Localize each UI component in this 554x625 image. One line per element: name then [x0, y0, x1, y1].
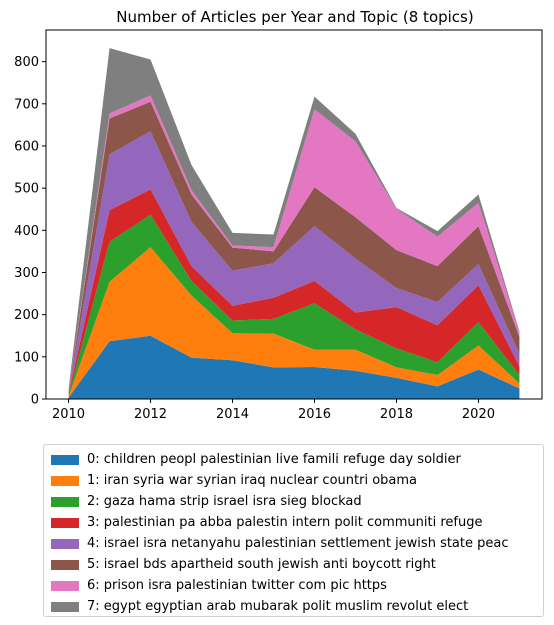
- legend-swatch: [51, 538, 79, 549]
- legend-label: 3: palestinian pa abba palestin intern p…: [87, 515, 483, 530]
- y-tick-label: 100: [14, 350, 39, 365]
- chart-area: Number of Articles per Year and Topic (8…: [14, 8, 543, 422]
- series-areas: [68, 48, 520, 399]
- axes: 2010 2012 2014 2016 2018 2020 0 100 200 300 400 500…: [14, 29, 543, 422]
- area-series-7: [68, 48, 520, 391]
- x-tick-label: 2018: [380, 407, 413, 422]
- legend-label: 0: children peopl palestinian live famil…: [87, 452, 461, 467]
- legend-item-7: 7: egypt egyptian arab mubarak polit mus…: [51, 596, 543, 617]
- legend-item-5: 5: israel bds apartheid south jewish ant…: [51, 554, 543, 575]
- legend-swatch: [51, 517, 79, 528]
- legend-item-0: 0: children peopl palestinian live famil…: [51, 449, 543, 470]
- x-tick-label: 2016: [298, 407, 331, 422]
- chart-title: Number of Articles per Year and Topic (8…: [116, 8, 473, 26]
- area-series-6: [68, 95, 520, 392]
- y-tick-label: 600: [14, 139, 39, 154]
- y-tick-label: 0: [31, 393, 39, 408]
- legend-swatch: [51, 454, 79, 465]
- x-tick-label: 2020: [462, 407, 495, 422]
- y-tick-label: 200: [14, 308, 39, 323]
- legend-swatch: [51, 559, 79, 570]
- x-tick-label: 2014: [216, 407, 249, 422]
- legend-swatch: [51, 475, 79, 486]
- area-series-4: [68, 131, 520, 394]
- y-tick-label: 700: [14, 97, 39, 112]
- plot-frame: [45, 29, 543, 400]
- legend-item-3: 3: palestinian pa abba palestin intern p…: [51, 512, 543, 533]
- y-tick-label: 500: [14, 182, 39, 197]
- legend-item-4: 4: israel isra netanyahu palestinian set…: [51, 533, 543, 554]
- legend-label: 1: iran syria war syrian iraq nuclear co…: [87, 473, 417, 488]
- y-tick-label: 300: [14, 266, 39, 281]
- legend-swatch: [51, 496, 79, 507]
- legend-swatch: [51, 601, 79, 612]
- legend-item-2: 2: gaza hama strip israel isra sieg bloc…: [51, 491, 543, 512]
- x-tick-label: 2010: [52, 407, 85, 422]
- legend-item-6: 6: prison isra palestinian twitter com p…: [51, 575, 543, 596]
- legend-swatch: [51, 580, 79, 591]
- legend-label: 7: egypt egyptian arab mubarak polit mus…: [87, 599, 469, 614]
- y-tick-label: 800: [14, 55, 39, 70]
- area-series-5: [68, 101, 520, 393]
- area-series-1: [68, 247, 520, 398]
- y-tick-label: 400: [14, 224, 39, 239]
- legend-label: 2: gaza hama strip israel isra sieg bloc…: [87, 494, 362, 509]
- legend-label: 5: israel bds apartheid south jewish ant…: [87, 557, 436, 572]
- x-tick-label: 2012: [134, 407, 167, 422]
- legend-label: 6: prison isra palestinian twitter com p…: [87, 578, 387, 593]
- area-series-0: [68, 335, 520, 399]
- legend-label: 4: israel isra netanyahu palestinian set…: [87, 536, 509, 551]
- legend-item-1: 1: iran syria war syrian iraq nuclear co…: [51, 470, 543, 491]
- legend: 0: children peopl palestinian live famil…: [43, 444, 544, 617]
- area-series-3: [68, 189, 520, 396]
